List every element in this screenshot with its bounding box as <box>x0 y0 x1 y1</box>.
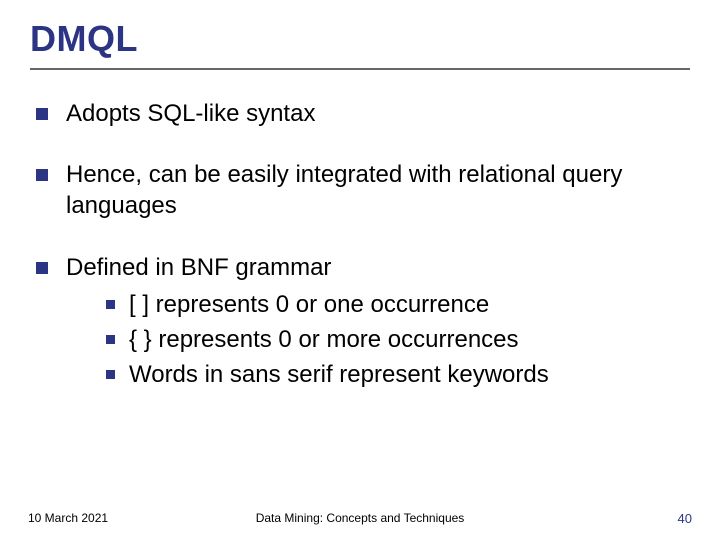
square-bullet-icon <box>106 370 115 379</box>
square-bullet-icon <box>106 335 115 344</box>
footer-date: 10 March 2021 <box>28 511 108 526</box>
square-bullet-icon <box>106 300 115 309</box>
square-bullet-icon <box>36 108 48 120</box>
sub-bullet-item: { } represents 0 or more occurrences <box>106 324 690 355</box>
footer-title: Data Mining: Concepts and Techniques <box>256 511 465 525</box>
sub-bullet-text: Words in sans serif represent keywords <box>129 359 549 390</box>
bullet-text: Adopts SQL-like syntax <box>66 98 315 129</box>
square-bullet-icon <box>36 262 48 274</box>
bullet-item: Defined in BNF grammar [ ] represents 0 … <box>36 252 690 395</box>
bullet-text: Hence, can be easily integrated with rel… <box>66 159 690 221</box>
page-number: 40 <box>678 511 692 526</box>
bullet-text: Defined in BNF grammar <box>66 252 690 283</box>
content-area: Adopts SQL-like syntax Hence, can be eas… <box>30 98 690 394</box>
footer: 10 March 2021 Data Mining: Concepts and … <box>0 511 720 526</box>
bullet-item: Hence, can be easily integrated with rel… <box>36 159 690 221</box>
sub-bullet-text: [ ] represents 0 or one occurrence <box>129 289 489 320</box>
bullet-item: Adopts SQL-like syntax <box>36 98 690 129</box>
sub-bullet-list: [ ] represents 0 or one occurrence { } r… <box>66 289 690 391</box>
sub-bullet-item: [ ] represents 0 or one occurrence <box>106 289 690 320</box>
sub-bullet-item: Words in sans serif represent keywords <box>106 359 690 390</box>
square-bullet-icon <box>36 169 48 181</box>
sub-bullet-text: { } represents 0 or more occurrences <box>129 324 519 355</box>
slide: DMQL Adopts SQL-like syntax Hence, can b… <box>0 0 720 540</box>
title-underline <box>30 68 690 70</box>
slide-title: DMQL <box>30 18 690 60</box>
